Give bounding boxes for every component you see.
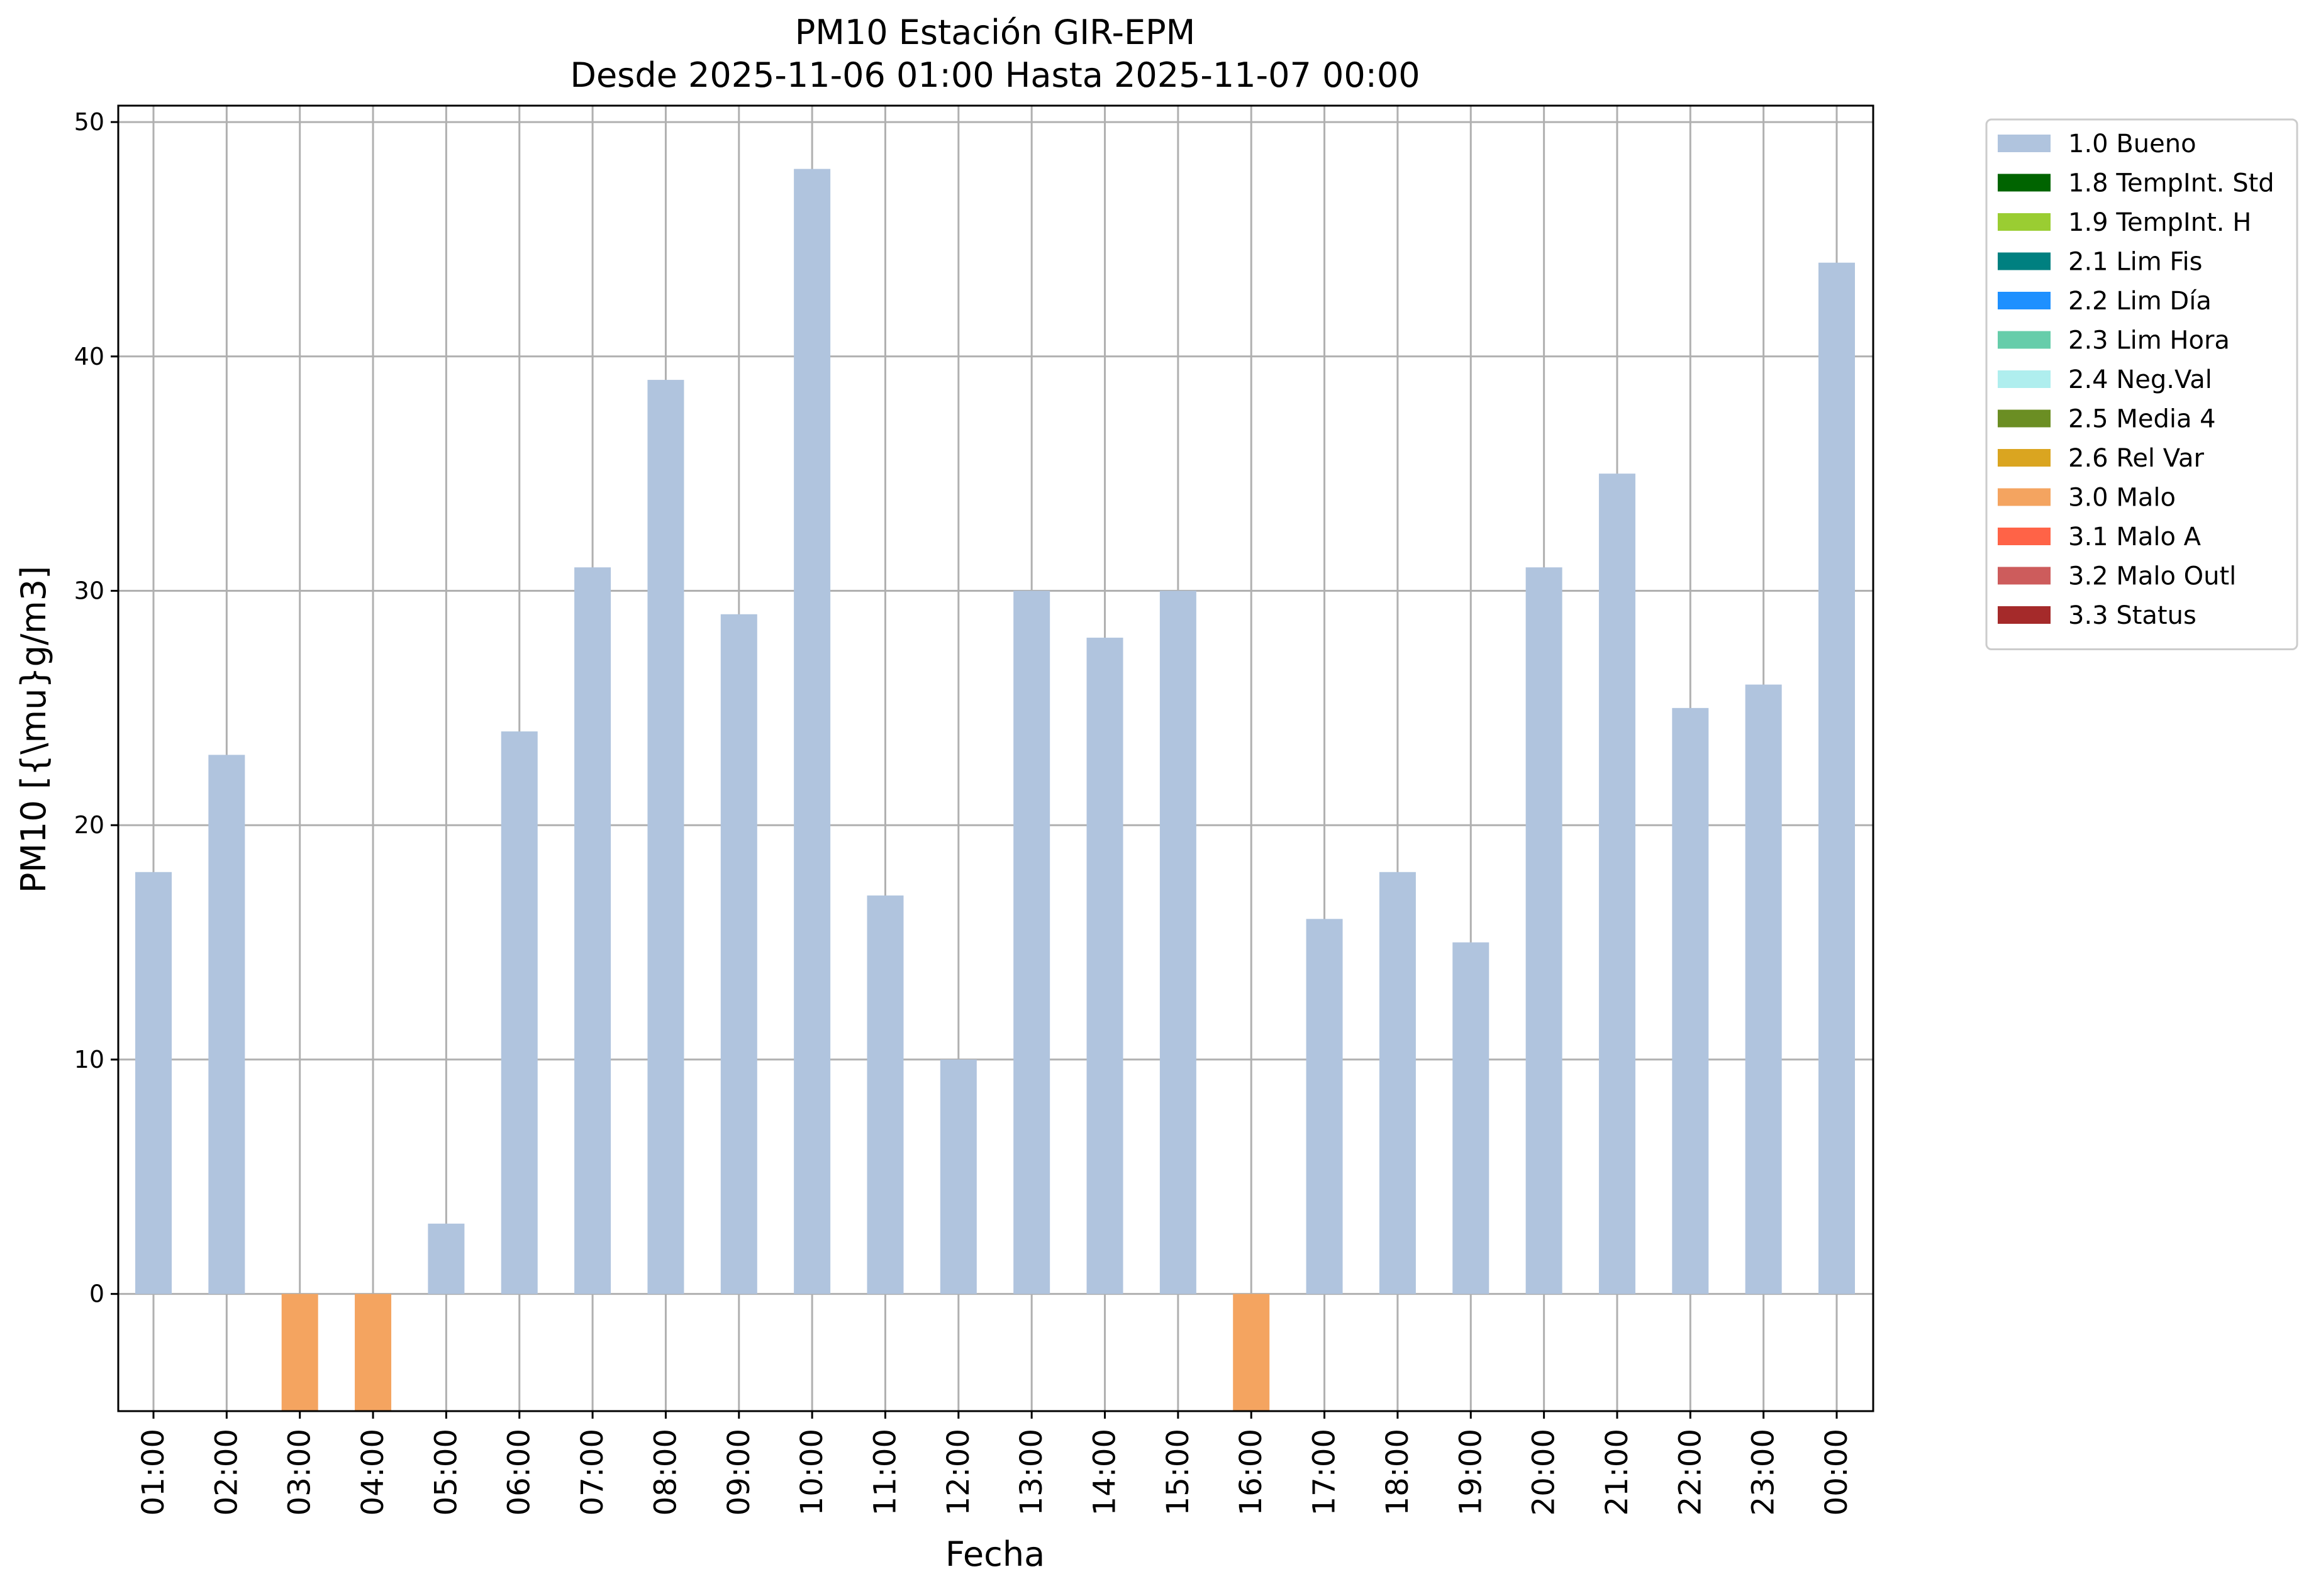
bar-0300 (281, 1294, 318, 1411)
legend-entry: 2.4 Neg.Val (2068, 365, 2212, 394)
x-tick-label: 00:00 (1819, 1429, 1854, 1516)
legend-entry: 2.1 Lim Fis (2068, 248, 2202, 277)
x-tick-label: 02:00 (209, 1429, 244, 1516)
x-axis-label: Fecha (945, 1534, 1045, 1574)
x-tick-label: 01:00 (136, 1429, 171, 1516)
legend-entry: 3.3 Status (2068, 601, 2196, 630)
legend-swatch (1998, 174, 2051, 192)
bars-layer (135, 169, 1855, 1411)
legend-entry: 3.1 Malo A (2068, 523, 2202, 551)
bar-2200 (1672, 707, 1709, 1294)
x-tick-label: 07:00 (575, 1429, 610, 1516)
x-tick-label: 04:00 (355, 1429, 391, 1516)
legend-box (1985, 118, 2298, 650)
x-tick-label: 10:00 (794, 1429, 830, 1516)
bar-0800 (647, 380, 684, 1294)
legend-entry: 1.0 Bueno (2068, 130, 2196, 158)
bar-1500 (1159, 590, 1196, 1294)
bar-1000 (794, 169, 831, 1294)
y-axis-label: PM10 [{\mu}g/m3] (14, 566, 53, 893)
legend: 1.0 Bueno 1.8 TempInt. Std 1.9 TempInt. H 2… (1985, 118, 2298, 650)
legend-entry: 2.2 Lim Día (2068, 287, 2212, 316)
x-tick-label: 11:00 (867, 1429, 903, 1516)
x-tick-label: 08:00 (648, 1429, 683, 1516)
x-tick-label: 14:00 (1088, 1429, 1123, 1516)
bar-2300 (1745, 684, 1782, 1294)
y-tick-label: 10 (74, 1046, 104, 1073)
y-tick-label: 0 (89, 1280, 104, 1308)
legend-entry: 2.3 Lim Hora (2068, 326, 2230, 355)
legend-entry: 2.6 Rel Var (2068, 444, 2205, 473)
y-tick-label: 50 (74, 108, 104, 136)
bar-2100 (1598, 474, 1635, 1294)
x-tick-label: 13:00 (1014, 1429, 1049, 1516)
bar-1800 (1379, 872, 1416, 1294)
bar-1600 (1233, 1294, 1270, 1411)
bar-0100 (135, 872, 172, 1294)
bar-1700 (1306, 919, 1343, 1294)
legend-swatch (1998, 370, 2051, 388)
legend-swatch (1998, 606, 2051, 624)
legend-swatch (1998, 213, 2051, 231)
bar-1200 (940, 1059, 977, 1294)
plot-frame (117, 104, 1874, 1412)
bar-1300 (1013, 590, 1050, 1294)
legend-swatch (1998, 409, 2051, 428)
x-tick-label: 16:00 (1233, 1429, 1269, 1516)
x-tick-label: 20:00 (1527, 1429, 1562, 1516)
x-tick-label: 12:00 (941, 1429, 976, 1516)
bar-1100 (867, 895, 904, 1294)
y-tick-label: 40 (74, 343, 104, 370)
legend-swatch (1998, 135, 2051, 152)
bar-0700 (574, 567, 611, 1294)
legend-swatch (1998, 449, 2051, 467)
y-tick-label: 30 (74, 577, 104, 605)
legend-swatch (1998, 528, 2051, 545)
legend-entry: 1.9 TempInt. H (2068, 208, 2251, 237)
x-tick-label: 21:00 (1600, 1429, 1635, 1516)
bar-0000 (1818, 262, 1855, 1294)
x-tick-label: 19:00 (1453, 1429, 1488, 1516)
x-tick-label: 18:00 (1380, 1429, 1415, 1516)
chart-subtitle: Desde 2025-11-06 01:00 Hasta 2025-11-07 … (570, 55, 1420, 95)
ticks-layer: 0 10 20 30 40 50 01:00 02:00 03:00 04:00 05:00 06:0… (74, 108, 1854, 1516)
bar-1900 (1452, 942, 1489, 1294)
legend-swatch (1998, 252, 2051, 270)
chart-title: PM10 Estación GIR-EPM (795, 13, 1196, 52)
legend-entry: 1.8 TempInt. Std (2068, 169, 2274, 198)
x-tick-label: 15:00 (1161, 1429, 1196, 1516)
x-tick-label: 03:00 (282, 1429, 318, 1516)
x-tick-label: 22:00 (1673, 1429, 1708, 1516)
y-tick-label: 20 (74, 811, 104, 839)
x-tick-label: 05:00 (428, 1429, 464, 1516)
bar-0400 (355, 1294, 392, 1411)
bar-2000 (1525, 567, 1562, 1294)
legend-swatch (1998, 292, 2051, 309)
x-tick-label: 09:00 (721, 1429, 757, 1516)
legend-entry: 3.0 Malo (2068, 484, 2176, 513)
x-tick-label: 06:00 (502, 1429, 537, 1516)
legend-swatch (1998, 331, 2051, 349)
legend-entry: 2.5 Media 4 (2068, 405, 2216, 434)
x-tick-label: 23:00 (1746, 1429, 1781, 1516)
bar-0500 (428, 1223, 465, 1294)
x-tick-label: 17:00 (1307, 1429, 1342, 1516)
bar-0900 (720, 614, 757, 1294)
bar-1400 (1086, 638, 1123, 1294)
bar-0200 (208, 755, 245, 1294)
bar-0600 (501, 731, 538, 1294)
legend-swatch (1998, 567, 2051, 585)
legend-entry: 3.2 Malo Outl (2068, 562, 2236, 591)
legend-swatch (1998, 488, 2051, 506)
